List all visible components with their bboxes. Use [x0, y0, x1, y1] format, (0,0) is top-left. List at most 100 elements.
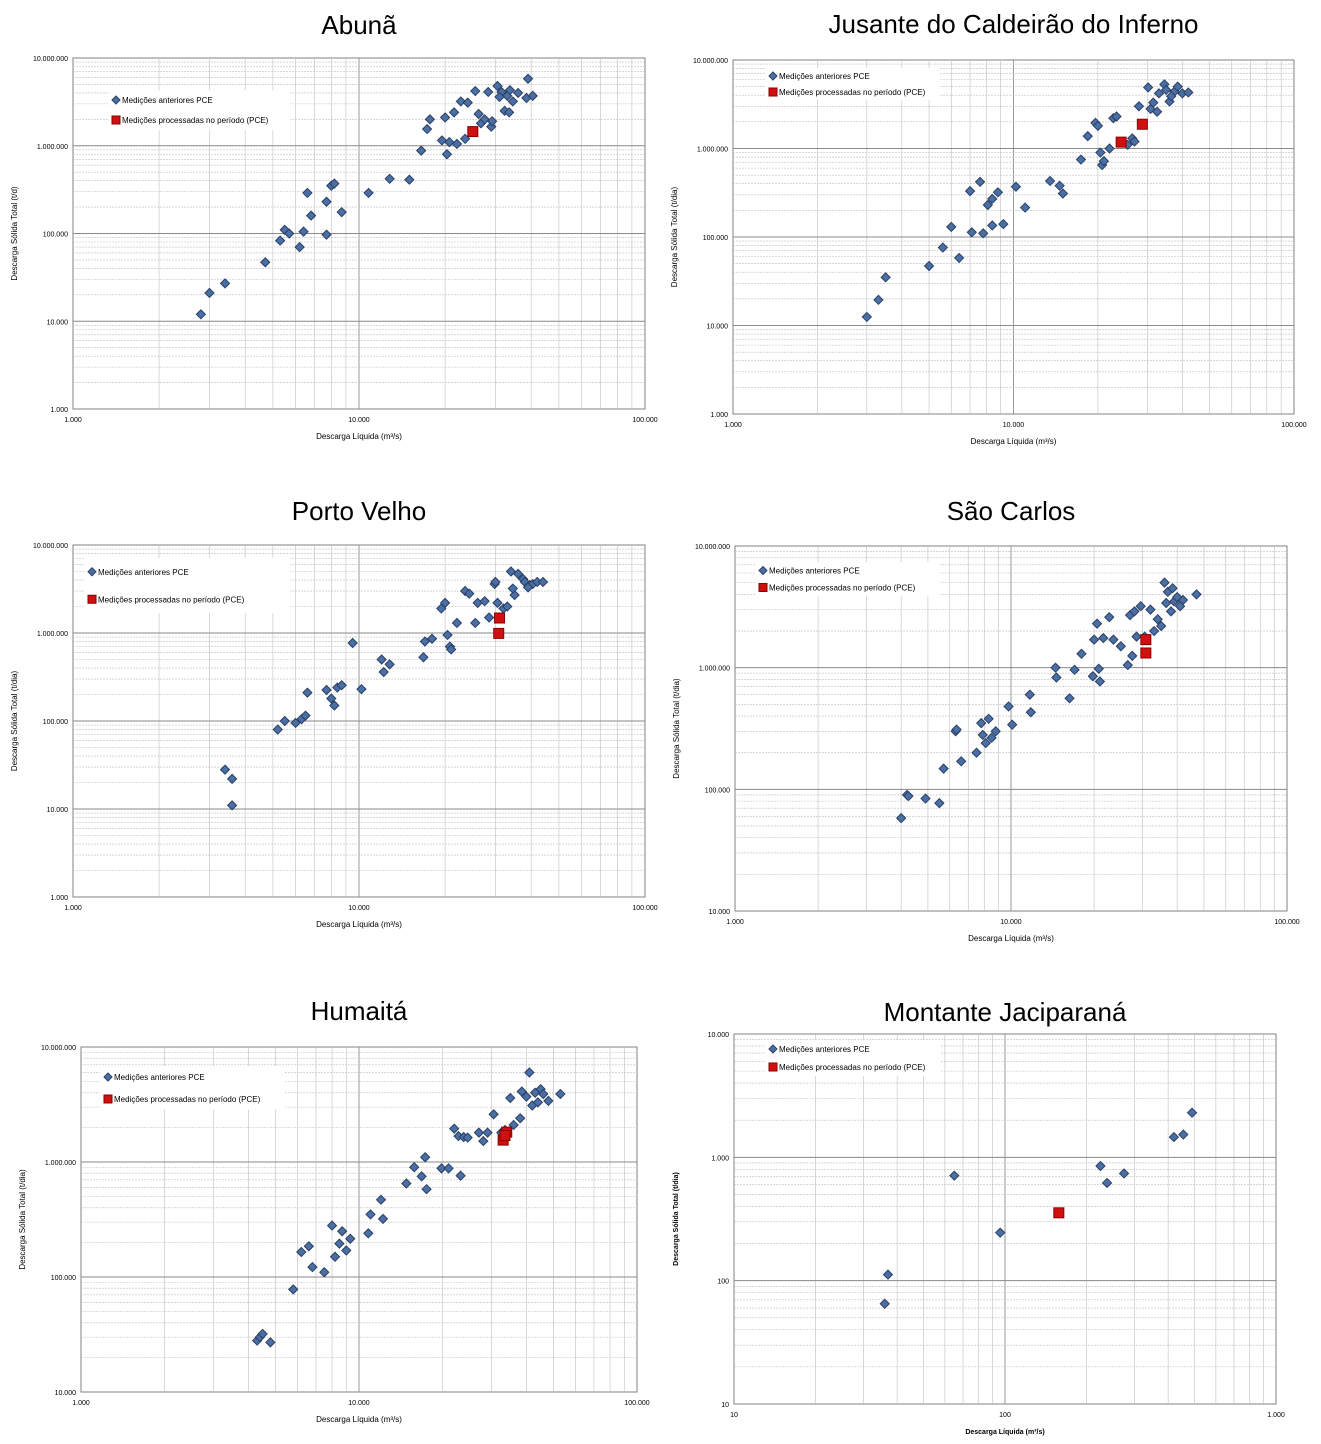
data-point [537, 576, 549, 588]
data-point [1024, 689, 1036, 700]
data-point [1019, 202, 1031, 213]
legend: Medições anteriores PCE Medições processa… [765, 1040, 940, 1076]
gridlines [733, 60, 1294, 414]
data-point [1053, 1207, 1065, 1219]
data-point [1101, 1177, 1113, 1189]
series-current [1140, 634, 1152, 659]
data-point [451, 617, 463, 629]
data-point [298, 226, 309, 237]
data-point [478, 1135, 489, 1147]
legend-box [765, 1040, 940, 1076]
legend-marker-previous [103, 1072, 113, 1082]
y-tick-label: 10.000.000 [693, 58, 728, 65]
series-current [1115, 118, 1148, 148]
data-point [879, 1298, 890, 1309]
series-current [1053, 1207, 1065, 1219]
data-point [986, 732, 997, 744]
chart-title: Porto Velho [292, 496, 426, 526]
data-point [483, 612, 495, 623]
data-point [505, 566, 517, 577]
legend-label: Medições anteriores PCE [769, 567, 860, 576]
series-previous [219, 566, 549, 811]
chart-title: Abunã [321, 10, 397, 40]
y-tick-label: 10.000.000 [33, 543, 68, 550]
data-point [507, 583, 519, 594]
data-point [436, 1163, 447, 1174]
data-point [987, 193, 998, 205]
x-tick-label: 100.000 [1281, 422, 1306, 429]
data-point [1133, 101, 1145, 112]
data-point [473, 108, 484, 120]
series-current [493, 612, 506, 639]
data-point [882, 1269, 894, 1280]
data-point [464, 588, 475, 599]
y-tick-label: 1.000 [50, 895, 68, 902]
data-point [1167, 582, 1178, 594]
data-point [1050, 662, 1061, 673]
data-point [436, 135, 448, 146]
data-point [522, 73, 534, 84]
legend-box [755, 562, 940, 596]
legend: Medições anteriores PCE Medições processa… [84, 558, 290, 613]
data-point [321, 684, 332, 696]
data-point [1152, 614, 1163, 625]
y-tick-label: 100 [717, 1279, 729, 1286]
data-point [504, 84, 516, 96]
data-point [971, 747, 982, 758]
data-point [1135, 600, 1146, 612]
data-point [1076, 648, 1087, 660]
data-point [296, 1246, 307, 1258]
data-point [1168, 1131, 1180, 1143]
y-tick-label: 100.000 [43, 719, 68, 726]
data-point [1151, 106, 1163, 117]
x-tick-label: 10 [730, 1412, 738, 1419]
legend-label: Medições anteriores PCE [114, 1073, 205, 1082]
data-point [505, 1092, 516, 1104]
data-point [978, 228, 989, 239]
data-point [538, 1088, 549, 1100]
data-point [363, 187, 374, 199]
data-point [424, 114, 436, 125]
y-axis-label: Descarga Sólida Total (t/dia) [672, 678, 681, 779]
data-point [448, 1123, 460, 1134]
x-axis-label: Descarga Líquida (m³/s) [965, 1429, 1044, 1436]
x-tick-label: 100.000 [632, 905, 657, 912]
data-point [998, 218, 1009, 230]
data-point [514, 1113, 526, 1124]
data-point [483, 86, 494, 98]
data-point [421, 1184, 432, 1195]
data-point [895, 812, 907, 824]
data-point [522, 582, 534, 593]
data-point [479, 595, 490, 607]
y-tick-label: 10.000.000 [695, 544, 730, 551]
y-tick-label: 1.000 [50, 407, 68, 414]
series-previous [861, 79, 1194, 323]
y-tick-label: 100.000 [703, 235, 728, 242]
y-tick-label: 1.000.000 [37, 631, 68, 638]
y-tick-label: 10.000 [708, 1032, 730, 1039]
x-tick-label: 1.000 [72, 1400, 90, 1407]
data-point [226, 773, 238, 785]
data-point [1095, 1160, 1106, 1172]
data-point [1177, 594, 1189, 606]
x-axis-label: Descarga Líquida (m³/s) [968, 934, 1054, 943]
legend-marker-previous [768, 1044, 778, 1054]
x-tick-label: 10.000 [348, 417, 370, 424]
y-tick-label: 1.000 [711, 1155, 729, 1162]
data-point [1115, 136, 1127, 148]
data-point [1095, 147, 1106, 158]
data-point [953, 252, 965, 264]
data-point [279, 715, 290, 727]
legend-marker-previous [87, 567, 97, 577]
data-point [987, 220, 998, 231]
data-point [319, 1267, 330, 1278]
data-point [920, 793, 931, 804]
data-point [934, 797, 945, 809]
y-tick-label: 10 [721, 1402, 729, 1409]
data-point [555, 1088, 566, 1100]
data-point [1140, 647, 1152, 659]
data-point [473, 1127, 485, 1138]
data-point [288, 1284, 299, 1295]
chart-title: Humaitá [311, 996, 408, 1026]
y-tick-label: 10.000 [47, 319, 69, 326]
